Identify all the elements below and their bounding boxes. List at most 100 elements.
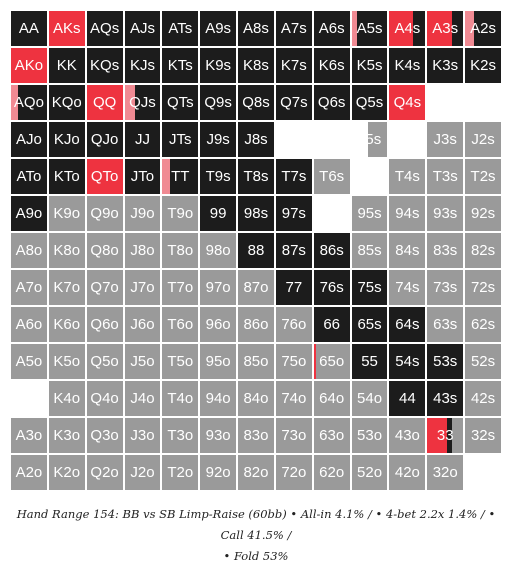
freq-bar-call bbox=[86, 48, 123, 83]
hand-cell-JTs: JTs bbox=[161, 121, 200, 158]
freq-bar-fold bbox=[465, 159, 501, 194]
freq-bar-call bbox=[48, 48, 85, 83]
hand-label: T4o bbox=[167, 390, 194, 407]
freq-bar-raise bbox=[351, 11, 357, 46]
hand-label: 72o bbox=[281, 464, 307, 481]
freq-bar-call bbox=[474, 11, 501, 46]
freq-bar-fold bbox=[48, 307, 85, 342]
hand-cell-92s: 92s bbox=[464, 195, 502, 232]
hand-cell-43o: 43o bbox=[388, 417, 427, 454]
freq-bar-call bbox=[389, 381, 426, 416]
hand-label: A9o bbox=[15, 205, 43, 222]
freq-bar-call bbox=[313, 11, 350, 46]
hand-cell-77: 77 bbox=[274, 269, 313, 306]
hand-cell-K6o: K6o bbox=[47, 306, 86, 343]
hand-label: 63o bbox=[319, 427, 345, 444]
hand-cell-ATo: ATo bbox=[10, 158, 48, 195]
hand-cell-52o: 52o bbox=[350, 454, 389, 491]
hand-cell-AKo: AKo bbox=[10, 47, 48, 84]
hand-cell-Q6o: Q6o bbox=[85, 306, 124, 343]
hand-label: 84s bbox=[395, 242, 420, 259]
freq-bar-call bbox=[412, 11, 426, 46]
hand-label: A4s bbox=[394, 20, 421, 37]
freq-bar-call bbox=[389, 344, 426, 379]
freq-bar-fold bbox=[351, 233, 388, 268]
freq-bar-call bbox=[356, 11, 388, 46]
freq-bar-call bbox=[238, 85, 274, 120]
freq-bar-fold bbox=[162, 344, 199, 379]
freq-bar-fold bbox=[124, 270, 161, 305]
hand-label: Q8s bbox=[242, 94, 270, 111]
freq-bar-fold bbox=[238, 418, 274, 453]
hand-cell-J7o: J7o bbox=[123, 269, 162, 306]
hand-cell-Q9o: Q9o bbox=[85, 195, 124, 232]
freq-bar-raise bbox=[124, 85, 136, 120]
hand-cell-J2o: J2o bbox=[123, 454, 162, 491]
hand-label: AJo bbox=[15, 131, 42, 148]
freq-bar-fold bbox=[465, 418, 501, 453]
hand-label: K7s bbox=[280, 57, 307, 74]
freq-bar-fold bbox=[427, 196, 464, 231]
hand-label: 65s bbox=[357, 316, 382, 333]
hand-cell-JJ: JJ bbox=[123, 121, 162, 158]
freq-bar-call bbox=[162, 85, 199, 120]
hand-label: K3s bbox=[432, 57, 459, 74]
hand-label: A6s bbox=[318, 20, 345, 37]
hand-label: ATo bbox=[16, 168, 42, 185]
freq-bar-call bbox=[275, 85, 312, 120]
hand-cell-94o: 94o bbox=[199, 380, 238, 417]
hand-cell-AKs: AKs bbox=[47, 10, 86, 47]
hand-cell-75s: 75s bbox=[350, 269, 389, 306]
hand-label: K5o bbox=[53, 353, 81, 370]
hand-cell-J9o: J9o bbox=[123, 195, 162, 232]
hand-label: Q4s bbox=[393, 94, 422, 111]
hand-label: 95o bbox=[205, 353, 231, 370]
hand-label: Q4o bbox=[90, 390, 119, 407]
freq-bar-fold bbox=[389, 196, 426, 231]
hand-label: J8s bbox=[244, 131, 268, 148]
freq-bar-call bbox=[351, 344, 388, 379]
hand-cell-K7s: K7s bbox=[274, 47, 313, 84]
freq-bar-all_in bbox=[351, 122, 368, 157]
hand-label: T5o bbox=[167, 353, 194, 370]
chart-caption: Hand Range 154: BB vs SB Limp-Raise (60b… bbox=[10, 504, 502, 567]
freq-bar-fold bbox=[465, 307, 501, 342]
freq-bar-call bbox=[170, 159, 199, 194]
freq-bar-fold bbox=[427, 122, 464, 157]
hand-label: 64o bbox=[319, 390, 345, 407]
hand-cell-J8o: J8o bbox=[123, 232, 162, 269]
freq-bar-fold bbox=[389, 233, 426, 268]
hand-label: K3o bbox=[53, 427, 81, 444]
hand-cell-84o: 84o bbox=[237, 380, 275, 417]
hand-label: 42s bbox=[470, 390, 496, 407]
hand-cell-93s: 93s bbox=[426, 195, 465, 232]
hand-cell-K8s: K8s bbox=[237, 47, 275, 84]
hand-cell-TT: TT bbox=[161, 158, 200, 195]
hand-label: JTo bbox=[130, 168, 155, 185]
hand-cell-T6s: T6s bbox=[312, 158, 351, 195]
hand-cell-KJs: KJs bbox=[123, 47, 162, 84]
freq-bar-call bbox=[313, 270, 350, 305]
hand-label: AKs bbox=[53, 20, 81, 37]
hand-cell-QTo: QTo bbox=[85, 158, 124, 195]
freq-bar-call bbox=[200, 85, 237, 120]
hand-cell-62s: 62s bbox=[464, 306, 502, 343]
freq-bar-call bbox=[200, 122, 237, 157]
hand-cell-QQ: QQ bbox=[85, 84, 124, 121]
hand-cell-75o: 75o bbox=[274, 343, 313, 380]
freq-bar-call bbox=[124, 48, 161, 83]
freq-bar-fold bbox=[200, 381, 237, 416]
hand-cell-86s: 86s bbox=[312, 232, 351, 269]
hand-cell-A9o: A9o bbox=[10, 195, 48, 232]
freq-bar-call bbox=[238, 122, 274, 157]
freq-bar-call bbox=[275, 48, 312, 83]
freq-bar-fold bbox=[367, 122, 388, 157]
hand-cell-T9s: T9s bbox=[199, 158, 238, 195]
hand-cell-Q7o: Q7o bbox=[85, 269, 124, 306]
freq-bar-call bbox=[427, 48, 464, 83]
hand-cell-76s: 76s bbox=[312, 269, 351, 306]
hand-label: 93s bbox=[433, 205, 458, 222]
hand-cell-QJo: QJo bbox=[85, 121, 124, 158]
hand-cell-KTo: KTo bbox=[47, 158, 86, 195]
hand-cell-43s: 43s bbox=[426, 380, 465, 417]
